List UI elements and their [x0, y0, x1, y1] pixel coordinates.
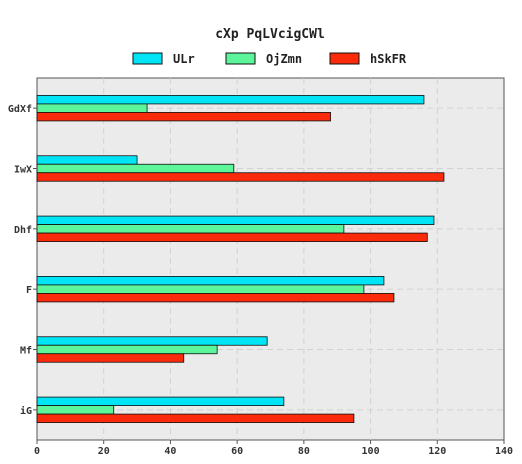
- x-tick-label-0: 0: [34, 446, 40, 457]
- bar-3-2: [36, 293, 395, 303]
- bars: [36, 95, 445, 423]
- bar-0-0: [36, 95, 425, 105]
- x-tick-label-2: 40: [164, 446, 176, 457]
- y-tick-label-1: IwX: [14, 165, 32, 176]
- y-tick-label-5: iG: [20, 405, 32, 417]
- legend: ULr OjZmn hSkFR: [132, 52, 407, 66]
- x-tick-label-6: 120: [428, 446, 446, 457]
- legend-label-2: hSkFR: [370, 52, 407, 66]
- chart-title: cXp PqLVcigCWl: [215, 27, 325, 42]
- bar-4-2: [36, 353, 185, 363]
- bar-1-2: [36, 172, 445, 182]
- legend-label-0: ULr: [173, 52, 195, 66]
- y-tick-label-3: F: [26, 285, 32, 296]
- x-tick-label-5: 100: [362, 446, 380, 457]
- y-tick-label-0: GdXf: [8, 104, 32, 115]
- x-tick-label-3: 60: [231, 446, 243, 457]
- bar-4-1: [36, 344, 218, 355]
- y-axis: GdXf IwX Dhf F Mf iG: [8, 104, 37, 417]
- legend-swatch-1: [225, 52, 256, 65]
- bar-4-0: [36, 336, 268, 346]
- bar-5-2: [36, 413, 355, 423]
- bar-3-1: [36, 284, 365, 294]
- bar-5-1: [36, 405, 115, 415]
- bar-1-1: [36, 163, 235, 174]
- legend-swatch-2: [329, 52, 360, 65]
- bar-2-1: [36, 224, 345, 234]
- bar-3-0: [36, 276, 385, 286]
- x-axis: 0 20 40 60 80 100 120 140: [34, 440, 513, 457]
- bar-5-0: [36, 396, 285, 406]
- y-tick-label-4: Mf: [20, 346, 32, 357]
- bar-1-0: [36, 155, 138, 165]
- x-tick-label-4: 80: [298, 446, 310, 457]
- bar-2-2: [36, 232, 428, 242]
- legend-swatch-0: [132, 52, 163, 65]
- bar-0-2: [36, 112, 331, 122]
- bar-2-0: [36, 215, 435, 225]
- x-tick-label-1: 20: [98, 446, 110, 457]
- plot-area: [36, 77, 505, 441]
- y-tick-label-2: Dhf: [14, 225, 32, 236]
- legend-label-1: OjZmn: [266, 52, 302, 66]
- x-tick-label-7: 140: [495, 446, 513, 457]
- bar-0-1: [36, 103, 148, 113]
